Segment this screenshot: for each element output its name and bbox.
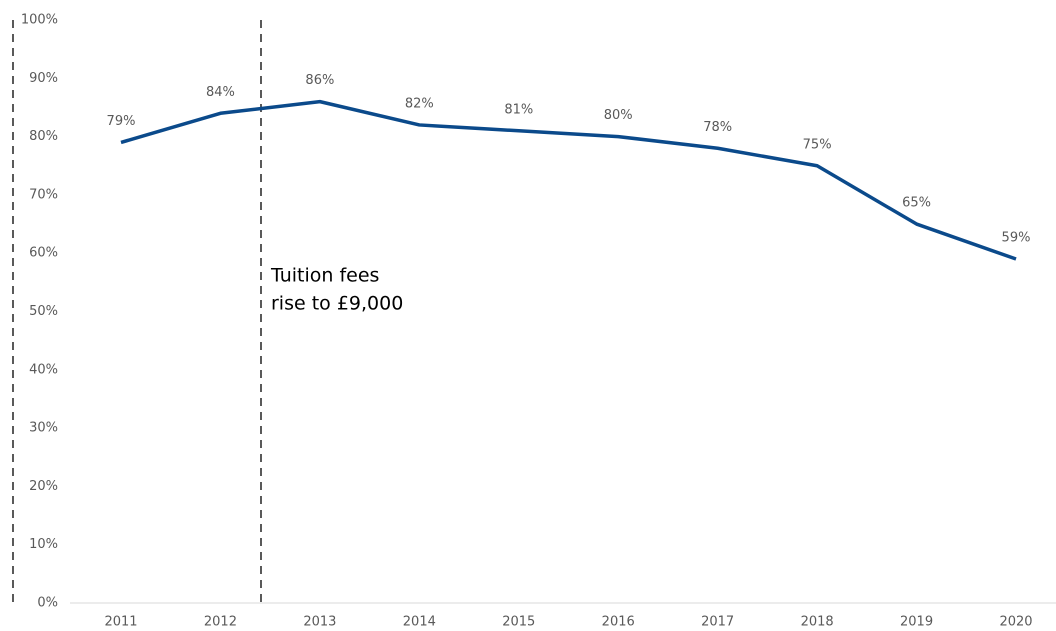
y-tick-label: 20% [29,479,58,494]
line-series [120,99,1017,261]
data-label: 75% [803,137,832,152]
y-tick-label: 90% [29,71,58,86]
data-label: 82% [405,96,434,111]
data-label: 65% [902,196,931,211]
x-tick-label: 2015 [502,615,535,630]
x-tick-label: 2011 [104,615,137,630]
data-label: 79% [107,114,136,129]
y-tick-label: 0% [37,596,58,611]
annotation: Tuition fees [270,265,379,287]
y-tick-label: 60% [29,246,58,261]
data-label: 80% [604,108,633,123]
x-tick-label: 2013 [303,615,336,630]
x-tick-label: 2020 [999,615,1032,630]
x-tick-label: 2019 [900,615,933,630]
y-tick-label: 70% [29,187,58,202]
x-tick-label: 2014 [403,615,436,630]
x-tick-label: 2018 [801,615,834,630]
data-label: 78% [703,120,732,135]
annotation: rise to £9,000 [271,293,403,315]
y-tick-label: 30% [29,421,58,436]
data-label: 84% [206,85,235,100]
data-label: 86% [305,73,334,88]
x-tick-label: 2012 [204,615,237,630]
y-tick-label: 100% [21,13,58,28]
x-tick-label: 2016 [602,615,635,630]
data-label: 81% [504,102,533,117]
y-tick-label: 80% [29,129,58,144]
y-tick-label: 50% [29,304,58,319]
data-label: 59% [1002,231,1031,246]
y-tick-label: 10% [29,537,58,552]
x-tick-label: 2017 [701,615,734,630]
y-tick-label: 40% [29,362,58,377]
